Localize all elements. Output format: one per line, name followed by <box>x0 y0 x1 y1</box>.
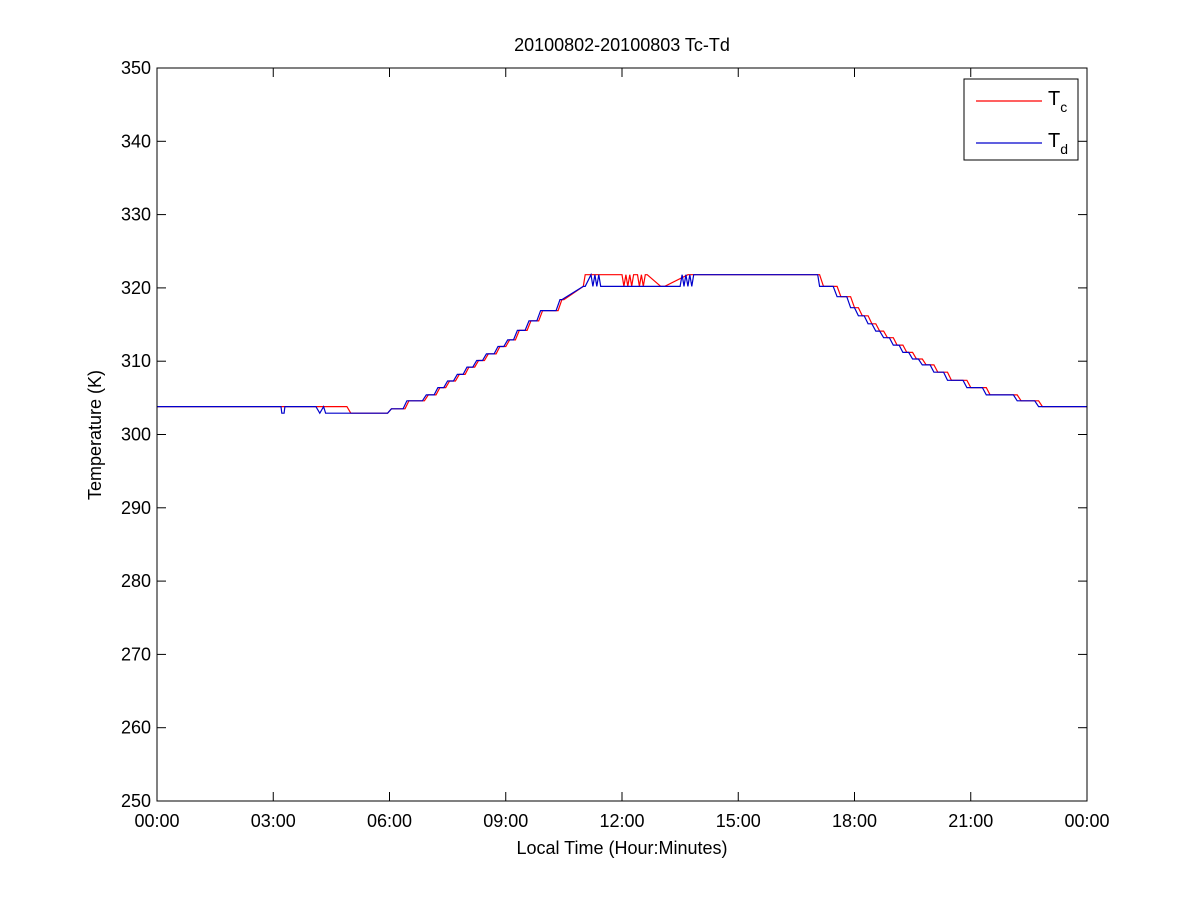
y-tick-label: 330 <box>121 205 151 225</box>
y-tick-label: 340 <box>121 131 151 151</box>
series-line-tc <box>157 274 1087 414</box>
legend-label-tc: Tc <box>1048 88 1067 115</box>
x-tick-label: 06:00 <box>367 811 412 831</box>
x-tick-label: 12:00 <box>599 811 644 831</box>
y-axis-label: Temperature (K) <box>85 370 105 500</box>
x-tick-label: 03:00 <box>251 811 296 831</box>
legend-box <box>963 78 1079 161</box>
x-tick-label: 18:00 <box>832 811 877 831</box>
series-line-td <box>157 272 1087 415</box>
x-axis-label: Local Time (Hour:Minutes) <box>516 838 727 858</box>
y-tick-label: 280 <box>121 571 151 591</box>
axis-ticks: 00:00 03:00 06:00 09:00 12:00 15:00 18:00 21:00… <box>121 58 1110 831</box>
x-tick-label: 15:00 <box>716 811 761 831</box>
y-tick-label: 350 <box>121 58 151 78</box>
y-tick-label: 300 <box>121 425 151 445</box>
x-tick-label: 09:00 <box>483 811 528 831</box>
x-tick-label: 00:00 <box>134 811 179 831</box>
legend: Tc Td <box>963 78 1079 161</box>
y-tick-label: 310 <box>121 351 151 371</box>
y-tick-label: 260 <box>121 718 151 738</box>
y-tick-label: 270 <box>121 644 151 664</box>
x-tick-label: 21:00 <box>948 811 993 831</box>
y-tick-label: 290 <box>121 498 151 518</box>
legend-label-td: Td <box>1048 130 1068 157</box>
y-tick-label: 320 <box>121 278 151 298</box>
x-tick-label: 00:00 <box>1064 811 1109 831</box>
plot-area <box>156 67 1088 802</box>
chart-title: 20100802-20100803 Tc-Td <box>514 35 730 55</box>
plot-background <box>157 68 1087 801</box>
y-tick-label: 250 <box>121 791 151 811</box>
